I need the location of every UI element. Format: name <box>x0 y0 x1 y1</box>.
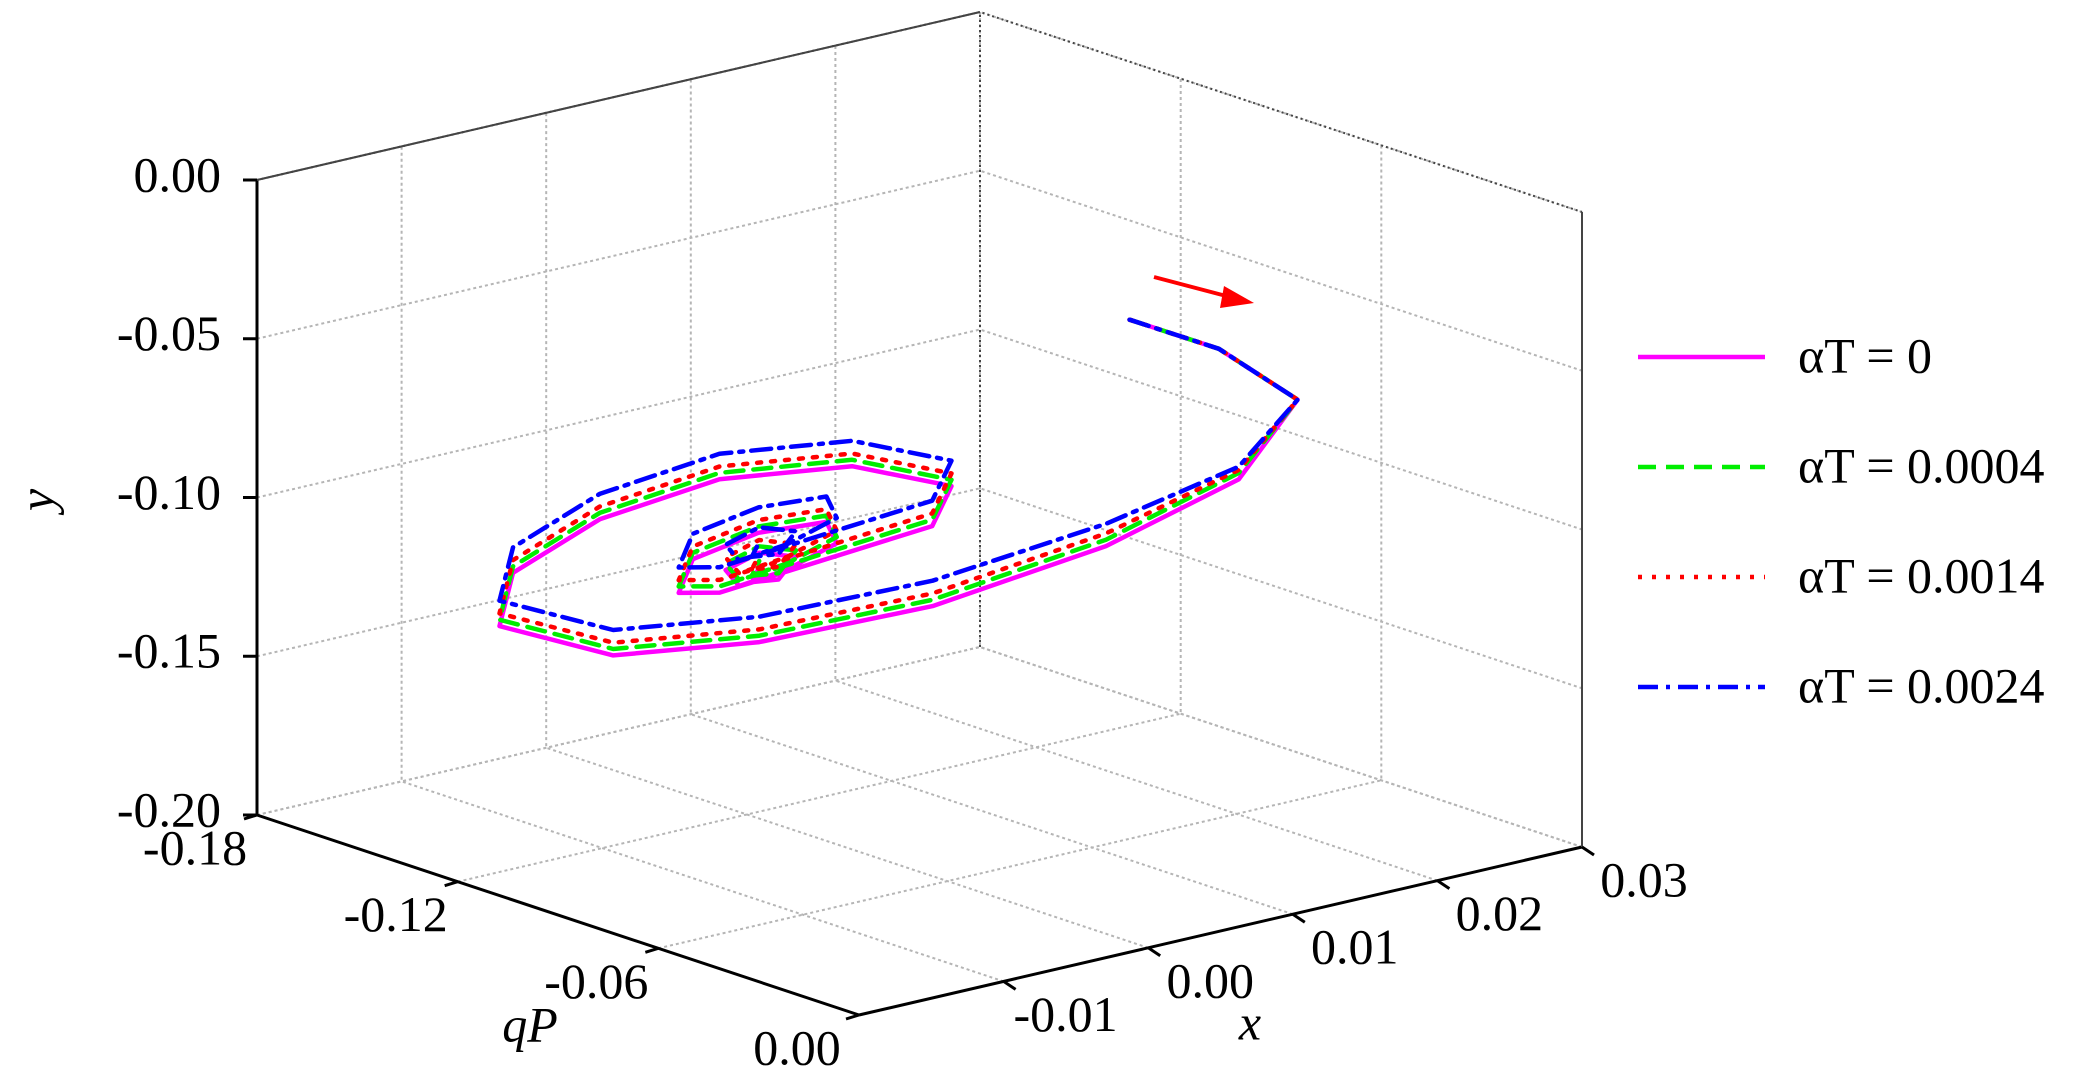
legend-label: αT = 0 <box>1798 327 1932 383</box>
x-tick <box>1581 845 1595 857</box>
x-tick-label: 0.00 <box>1166 952 1254 1008</box>
q-tick <box>444 880 459 888</box>
y-tick-label: -0.20 <box>117 781 221 837</box>
grid-line <box>979 12 1583 848</box>
grid-layer <box>256 10 1583 1016</box>
line-layer <box>497 317 1300 658</box>
x-tick <box>1147 946 1162 958</box>
y-tick-label: -0.15 <box>117 623 221 679</box>
x-tick <box>1002 980 1017 991</box>
grid-line <box>658 145 1383 950</box>
q-tick <box>644 946 659 954</box>
grid-line <box>256 169 1583 372</box>
grid-line <box>256 12 981 816</box>
q-tick-label: -0.06 <box>544 953 648 1009</box>
arrow-shaft <box>1153 275 1231 299</box>
box-layer <box>255 10 1583 1017</box>
box-edge <box>256 11 981 181</box>
y-tick-label: 0.00 <box>134 146 222 202</box>
legend-label: αT = 0.0014 <box>1798 547 2045 603</box>
x-axis-title: x <box>1238 994 1261 1050</box>
x-tick-label: 0.01 <box>1311 919 1399 975</box>
grid-line <box>457 78 1182 883</box>
q-axis-title: qP <box>502 996 558 1052</box>
grid-line <box>256 645 1583 848</box>
x-tick-label: -0.01 <box>1014 986 1118 1042</box>
q-tick <box>845 1013 860 1021</box>
direction-arrow <box>1153 275 1254 308</box>
x-tick-label: 0.03 <box>1600 851 1688 907</box>
grid-line <box>256 328 1583 531</box>
legend-label: αT = 0.0004 <box>1798 437 2045 493</box>
grid-line <box>545 112 1149 949</box>
arrow-head <box>1220 286 1254 308</box>
legend-label: αT = 0.0024 <box>1798 657 2045 713</box>
x-tick-label: 0.02 <box>1456 885 1544 941</box>
x-axis <box>858 845 1583 1017</box>
y-tick-label: -0.05 <box>117 305 221 361</box>
y-tick-label: -0.10 <box>117 464 221 520</box>
series-line <box>497 317 1300 633</box>
box-edge <box>256 10 1583 213</box>
grid-line <box>256 10 1583 213</box>
q-tick-label: 0.00 <box>753 1019 841 1075</box>
series-line <box>497 317 1300 645</box>
q-tick-label: -0.18 <box>143 819 247 875</box>
grid-line <box>400 146 1004 983</box>
x-tick <box>1291 912 1306 924</box>
q-axis <box>256 813 860 1017</box>
q-tick-label: -0.12 <box>344 886 448 942</box>
y-axis-title: y <box>8 488 64 516</box>
q-tick <box>243 813 258 821</box>
label-layer: 0.00 -0.05 -0.10 -0.15 -0.20-0.18 -0.12 -0.06 0… <box>117 146 2045 1075</box>
grid-line <box>834 45 1438 882</box>
x-tick <box>1436 879 1451 890</box>
